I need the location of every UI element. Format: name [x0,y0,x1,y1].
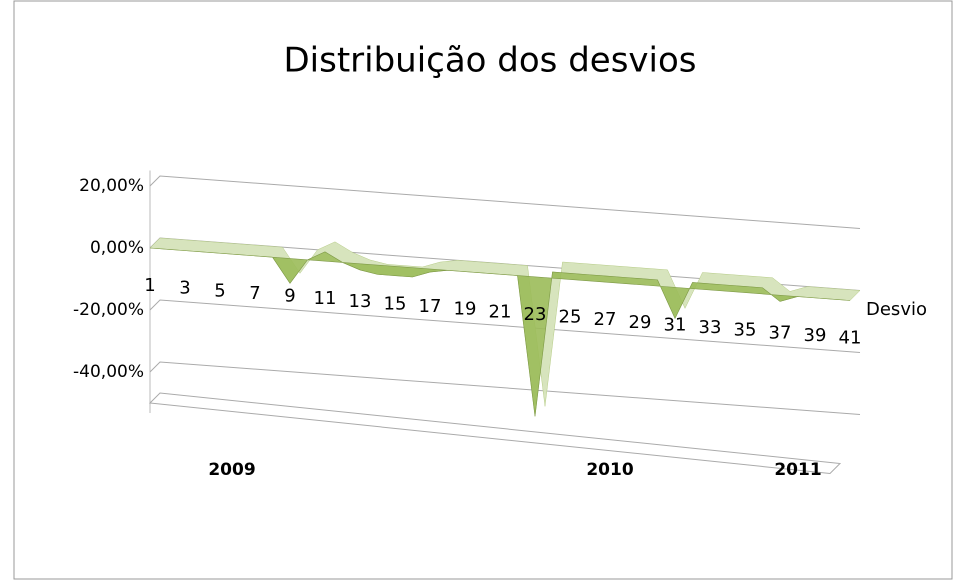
x-tick-label: 21 [489,301,512,322]
area [149,247,851,417]
grid-line [149,299,861,353]
y-tick-label: 0,00% [90,238,144,258]
x-tick-label: 17 [419,296,442,317]
x-tick-label: 41 [839,328,862,349]
floor [148,392,842,475]
x-tick-label: 25 [559,307,582,328]
x-tick-label: 27 [594,309,617,330]
x-tick-label: 35 [734,320,757,341]
x-tick-label: 33 [699,317,722,338]
x-tick-label: 23 [524,304,547,325]
y-tick-label: 20,00% [79,176,144,196]
x-tick-label: 31 [664,314,687,335]
x-tick-label: 3 [179,278,190,299]
grid-line [149,175,861,229]
group-label: 2011 [774,460,821,480]
x-tick-label: 29 [629,312,652,333]
x-tick-label: 19 [454,299,477,320]
x-tick-label: 9 [284,286,295,307]
x-tick-label: 13 [349,291,372,312]
y-tick-label: -20,00% [73,300,144,320]
group-label: 2010 [586,460,633,480]
group-label: 2009 [208,460,255,480]
legend-label: Desvio [866,299,927,320]
y-tick-label: -40,00% [73,362,144,382]
x-tick-label: 1 [144,275,155,296]
x-tick-label: 37 [769,322,792,343]
x-tick-label: 7 [249,283,260,304]
chart-title: Distribuição dos desvios [283,41,696,81]
x-tick-label: 15 [384,293,407,314]
x-tick-label: 11 [314,288,337,309]
x-tick-label: 39 [804,325,827,346]
grid-line [149,361,861,415]
x-tick-label: 5 [214,280,225,301]
